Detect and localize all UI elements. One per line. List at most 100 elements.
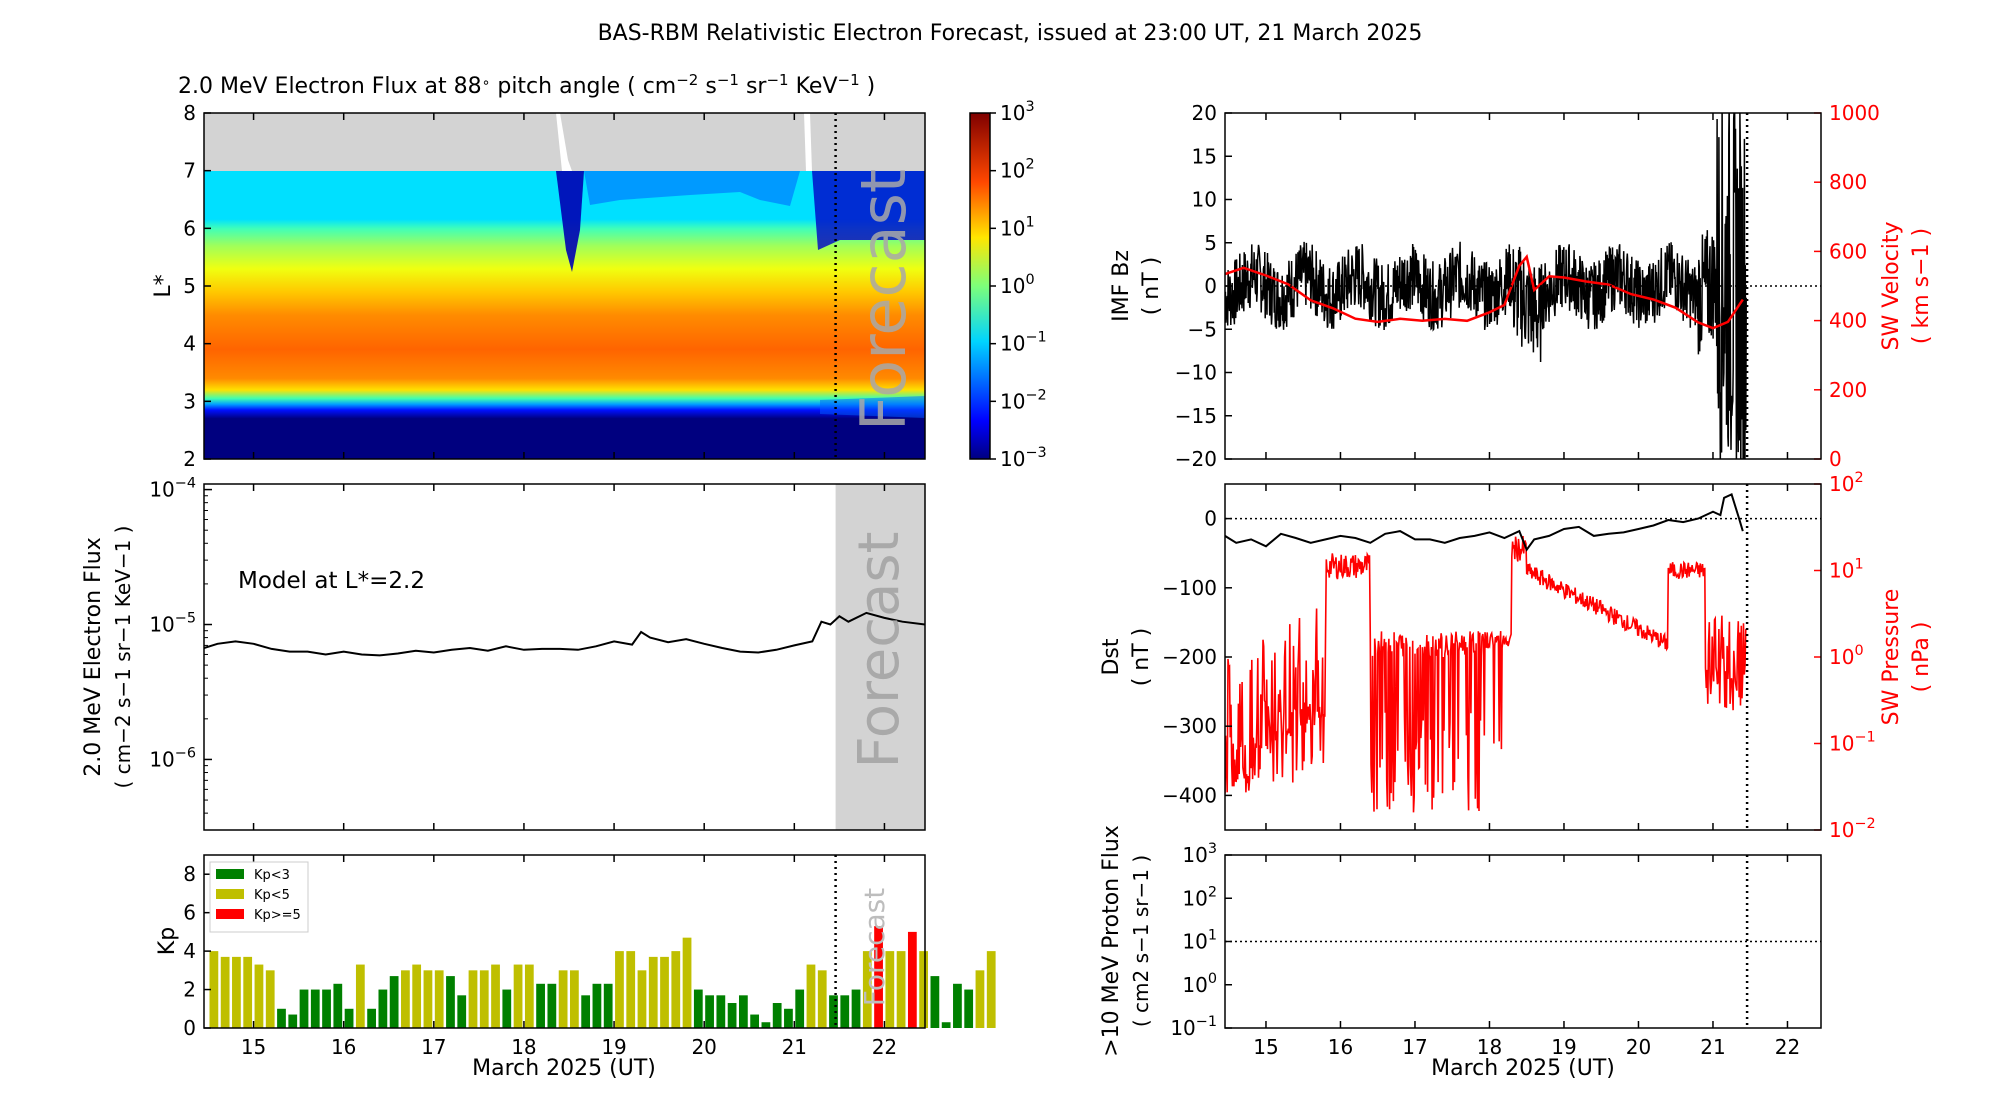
imf-ylabel-units: ( nT ) <box>1139 257 1164 316</box>
kp-bar <box>648 956 658 1028</box>
kp-bar <box>671 951 681 1028</box>
dst-panel: 0 −100 −200 −300 −400 102 101 100 10−1 10−2 Dst (… <box>1099 470 1934 842</box>
kp-xtick-label: 15 <box>241 1035 266 1059</box>
proton-ytick-label: 103 <box>1182 841 1217 867</box>
sw-pressure-line <box>1225 535 1747 813</box>
kp-bar <box>705 995 714 1028</box>
kp-bar <box>862 951 872 1028</box>
kp-bar <box>795 989 805 1028</box>
heatmap-ytick-label: 2 <box>183 447 196 471</box>
kp-bar <box>220 956 230 1028</box>
flux-ytick-label: 10−4 <box>149 476 196 502</box>
kp-bar <box>615 951 624 1028</box>
kp-xtick-label: 20 <box>691 1035 716 1059</box>
velocity-ytick-label: 0 <box>1829 447 1842 471</box>
kp-bar <box>829 995 838 1028</box>
flux-ylabel: 2.0 MeV Electron Flux <box>81 537 106 777</box>
kp-ytick-label: 0 <box>183 1016 196 1040</box>
kp-xtick-label: 16 <box>331 1035 356 1059</box>
kp-xtick-label: 19 <box>601 1035 626 1059</box>
heatmap-ytick-label: 3 <box>183 389 196 413</box>
velocity-ytick-label: 400 <box>1829 309 1867 333</box>
legend-swatch-kp3 <box>216 869 244 879</box>
kp-bar <box>502 989 512 1028</box>
kp-bar <box>547 983 557 1028</box>
kp-bar <box>412 964 422 1028</box>
proton-xtick-label: 21 <box>1700 1035 1725 1059</box>
pressure-ytick-label: 10−2 <box>1829 816 1876 842</box>
heatmap-frame <box>203 112 926 460</box>
heatmap-ytick-label: 8 <box>183 101 196 125</box>
heatmap-ylabel: L* <box>151 274 176 297</box>
flux-forecast-label: Forecast <box>847 532 912 769</box>
kp-bar <box>941 1022 951 1028</box>
kp-bar <box>355 964 365 1028</box>
heatmap-ytick-label: 5 <box>183 274 196 298</box>
imf-panel: 20 15 10 5 0 −5 −10 −15 −20 1000 800 600 400 200 0 IMF… <box>1109 101 1934 471</box>
legend-label-kp5: Kp<5 <box>254 888 290 903</box>
heatmap-forecast-dropout <box>812 171 925 250</box>
heatmap-ytick-label: 7 <box>183 159 196 183</box>
velocity-ytick-label: 1000 <box>1829 101 1880 125</box>
proton-ytick-label: 100 <box>1182 971 1217 997</box>
left-xlabel: March 2025 (UT) <box>472 1056 656 1081</box>
kp-bar <box>953 983 962 1028</box>
heatmap-ytick-label: 6 <box>183 216 196 240</box>
kp-bar <box>682 937 692 1028</box>
kp-bar <box>468 970 478 1028</box>
heatmap-white-gap-1 <box>556 113 572 171</box>
kp-bar <box>986 951 996 1028</box>
kp-bar <box>660 956 669 1028</box>
colorbar <box>969 112 991 460</box>
kp-ytick-label: 8 <box>183 862 196 886</box>
proton-ytick-label: 102 <box>1182 884 1217 910</box>
dst-frame <box>1224 483 1822 831</box>
kp-bar <box>434 970 444 1028</box>
flux-frame <box>203 483 926 831</box>
pressure-ytick-label: 10−1 <box>1829 730 1876 756</box>
kp-bar <box>389 976 399 1028</box>
pressure-ytick-label: 102 <box>1829 470 1864 496</box>
kp-bar <box>513 964 523 1028</box>
kp-bar <box>896 951 906 1028</box>
legend-label-kp3: Kp<3 <box>254 868 290 883</box>
kp-forecast-label: Forecast <box>858 888 891 1007</box>
proton-xtick-label: 18 <box>1477 1035 1502 1059</box>
colorbar-tick-label: 101 <box>1000 214 1035 240</box>
kp-bar <box>344 1008 354 1028</box>
kp-bar <box>581 995 591 1028</box>
kp-xtick-label: 22 <box>872 1035 897 1059</box>
kp-bar <box>243 956 253 1028</box>
imf-ytick-label: 10 <box>1192 188 1217 212</box>
heatmap-forecast-label: Forecast <box>847 169 920 431</box>
kp-bar <box>322 989 331 1028</box>
dst-ytick-label: −100 <box>1162 576 1217 600</box>
kp-bar <box>817 970 827 1028</box>
velocity-ylabel-units: ( km s−1 ) <box>1909 228 1934 344</box>
kp-ytick-label: 6 <box>183 901 196 925</box>
kp-frame <box>203 854 926 1029</box>
imf-frame <box>1224 112 1822 460</box>
dst-line <box>1225 493 1744 552</box>
kp-ytick-label: 4 <box>183 939 196 963</box>
velocity-ytick-label: 800 <box>1829 170 1867 194</box>
heatmap-inner-edge-shift <box>820 396 925 418</box>
figure-title: BAS-RBM Relativistic Electron Forecast, … <box>598 21 1423 46</box>
proton-ytick-label: 10−1 <box>1170 1014 1217 1040</box>
legend-swatch-kp5 <box>216 889 244 899</box>
dst-ylabel: Dst <box>1099 638 1124 675</box>
kp-bar <box>524 964 534 1028</box>
kp-bar <box>727 1003 737 1028</box>
flux-ytick-label: 10−5 <box>149 611 196 637</box>
imf-ytick-label: −15 <box>1175 404 1217 428</box>
kp-xtick-label: 21 <box>782 1035 807 1059</box>
dst-ytick-label: 0 <box>1204 507 1217 531</box>
kp-panel: Forecast 0 2 4 6 8 15 16 17 18 19 20 21 22 Kp Kp<3 K… <box>155 854 996 1081</box>
kp-ytick-label: 2 <box>183 978 196 1002</box>
kp-bar <box>570 970 579 1028</box>
imf-ytick-label: 15 <box>1192 144 1217 168</box>
kp-bar <box>637 970 647 1028</box>
kp-bar <box>558 970 568 1028</box>
kp-bar <box>851 989 861 1028</box>
